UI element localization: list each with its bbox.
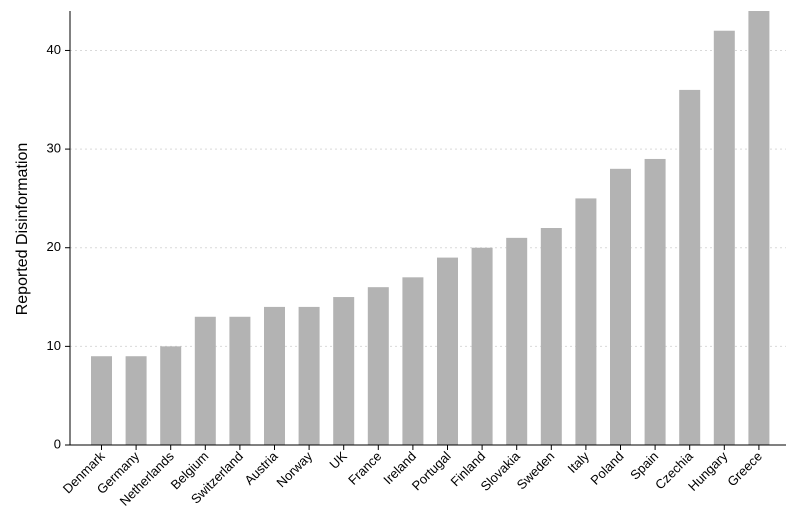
x-tick-label-slovakia: Slovakia [477, 448, 523, 494]
bar-sweden [540, 228, 562, 445]
bar-austria [264, 306, 285, 445]
bar-hungary [713, 30, 735, 446]
bar-greece [748, 11, 770, 445]
bar-switzerland [229, 316, 251, 445]
bar-slovakia [506, 237, 528, 445]
x-tick-label-norway: Norway [273, 448, 315, 490]
bar-poland [610, 168, 631, 445]
y-axis-title: Reported Disinformation [14, 143, 31, 316]
bar-spain [644, 158, 666, 446]
bar-netherlands [160, 346, 182, 445]
x-tick-label-poland: Poland [587, 449, 626, 488]
x-tick-label-hungary: Hungary [685, 448, 731, 494]
x-tick-label-sweden: Sweden [514, 449, 558, 493]
bar-uk [333, 297, 355, 445]
x-tick-label-france: France [345, 449, 384, 488]
x-tick-label-portugal: Portugal [409, 448, 454, 493]
bar-ireland [402, 277, 424, 445]
bar-belgium [194, 316, 216, 445]
bar-finland [471, 247, 493, 445]
y-tick-label: 30 [47, 141, 61, 156]
bar-portugal [437, 257, 458, 445]
bars [91, 11, 770, 446]
bar-norway [298, 306, 320, 445]
y-tick-label: 40 [47, 42, 61, 57]
gridlines [70, 49, 786, 347]
x-tick-label-italy: Italy [565, 448, 593, 476]
bar-france [367, 287, 389, 445]
bar-denmark [91, 356, 112, 445]
y-tick-label: 20 [47, 239, 61, 254]
bar-czechia [679, 89, 701, 445]
y-tick-label: 0 [54, 436, 61, 451]
x-tick-label-greece: Greece [724, 449, 765, 490]
bar-italy [575, 198, 597, 445]
x-tick-label-uk: UK [326, 448, 350, 472]
bar-germany [125, 356, 147, 445]
y-tick-label: 10 [47, 338, 61, 353]
